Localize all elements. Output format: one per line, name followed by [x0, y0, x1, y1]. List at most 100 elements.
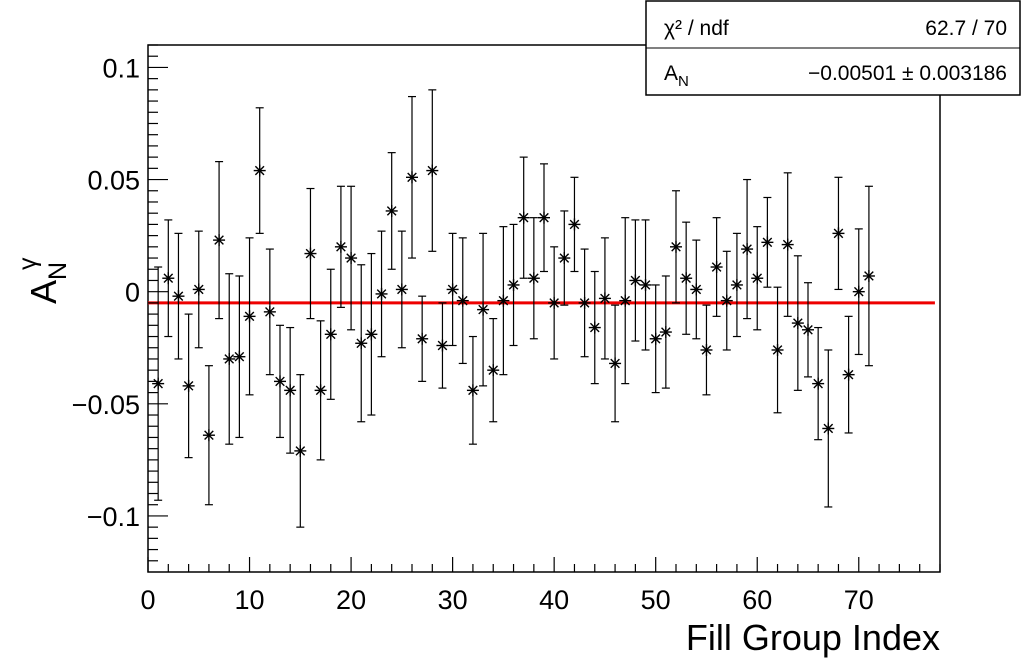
data-point [609, 304, 622, 423]
asterisk-marker [538, 211, 550, 224]
marker-stroke [457, 295, 468, 306]
asterisk-marker [507, 278, 520, 291]
asterisk-marker [751, 272, 764, 285]
marker-stroke [772, 345, 783, 355]
marker-stroke [661, 327, 671, 337]
stats-chi2-value: 62.7 / 70 [925, 17, 1007, 40]
data-point [538, 163, 550, 273]
marker-stroke [752, 273, 763, 284]
asterisk-marker [263, 305, 276, 318]
asterisk-marker [619, 294, 632, 307]
asterisk-marker [517, 211, 530, 224]
data-point [456, 237, 469, 365]
marker-stroke [447, 284, 458, 295]
data-point [791, 255, 804, 391]
data-point [761, 196, 774, 288]
asterisk-marker [406, 171, 418, 184]
asterisk-marker [202, 429, 215, 442]
marker-stroke [701, 345, 712, 355]
marker-stroke [376, 289, 387, 299]
asterisk-marker [426, 164, 439, 177]
y-tick-label: −0.05 [72, 390, 140, 420]
data-point [294, 374, 307, 528]
x-tick-label: 50 [641, 585, 671, 615]
data-point [629, 219, 642, 342]
marker-stroke [336, 242, 346, 252]
marker-stroke [813, 378, 823, 389]
asterisk-marker [659, 326, 672, 339]
data-point [355, 264, 368, 423]
asterisk-marker [162, 272, 175, 285]
asterisk-marker [314, 384, 327, 397]
data-point [720, 250, 733, 351]
data-point [659, 275, 672, 389]
marker-stroke [193, 284, 204, 295]
marker-stroke [579, 298, 590, 308]
data-point [852, 228, 865, 356]
data-point [862, 185, 875, 367]
asterisk-marker [456, 294, 469, 307]
asterisk-marker [680, 272, 693, 285]
marker-stroke [478, 304, 488, 315]
data-point [741, 178, 754, 320]
asterisk-marker [385, 204, 398, 217]
marker-stroke [498, 295, 509, 306]
asterisk-marker [416, 332, 429, 345]
marker-stroke [417, 333, 427, 344]
data-point [639, 219, 652, 351]
asterisk-marker [466, 384, 479, 397]
data-point [365, 252, 378, 416]
stats-box: χ² / ndf 62.7 / 70 AN −0.00501 ± 0.00318… [645, 0, 1021, 96]
marker-stroke [650, 333, 661, 344]
asterisk-marker [172, 290, 185, 303]
marker-stroke [853, 286, 864, 297]
stats-an-label-main: A [664, 62, 678, 85]
data-point [649, 284, 662, 394]
marker-stroke [163, 273, 174, 284]
asterisk-marker [223, 352, 236, 365]
marker-stroke [356, 338, 367, 349]
data-point [527, 217, 540, 340]
plot-frame [147, 44, 941, 573]
data-series [152, 89, 875, 528]
data-point [700, 304, 713, 396]
y-axis-title-main: A [23, 280, 64, 304]
asterisk-marker [233, 350, 246, 363]
asterisk-marker [436, 339, 449, 352]
marker-stroke [407, 172, 417, 183]
marker-stroke [569, 219, 580, 230]
marker-stroke [427, 165, 438, 176]
asterisk-marker [213, 234, 226, 247]
data-point [812, 326, 825, 441]
data-point [314, 320, 327, 461]
marker-stroke [468, 385, 478, 396]
data-point [345, 185, 358, 331]
asterisk-marker [700, 343, 713, 356]
data-point [477, 232, 490, 387]
asterisk-marker [609, 357, 622, 370]
data-point [375, 230, 388, 358]
x-axis-title: Fill Group Index [686, 617, 940, 658]
data-point [416, 295, 429, 382]
data-point [588, 270, 601, 385]
asterisk-marker [527, 272, 540, 285]
data-point [253, 107, 266, 234]
x-tick-label: 30 [438, 585, 468, 615]
data-point [751, 226, 764, 331]
marker-stroke [640, 280, 651, 290]
y-tick-label: 0 [125, 278, 140, 308]
data-point [274, 324, 286, 439]
marker-stroke [275, 376, 285, 387]
data-point [517, 156, 530, 279]
asterisk-marker [598, 292, 611, 305]
marker-stroke [204, 430, 214, 441]
marker-stroke [589, 322, 600, 333]
asterisk-marker [568, 218, 581, 231]
y-axis-title-sub: N [44, 262, 72, 280]
data-point [670, 190, 682, 304]
asterisk-marker [862, 269, 875, 282]
marker-stroke [315, 385, 326, 396]
marker-stroke [721, 295, 732, 306]
data-point [233, 275, 246, 439]
x-tick-label: 40 [539, 585, 569, 615]
